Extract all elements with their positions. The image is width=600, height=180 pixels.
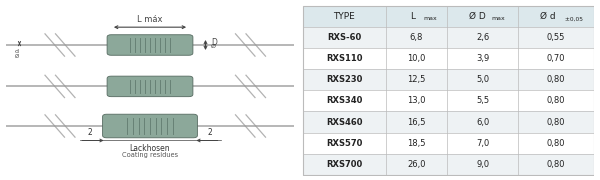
FancyBboxPatch shape <box>107 76 193 97</box>
Text: 0,80: 0,80 <box>547 96 565 105</box>
Text: 2: 2 <box>208 128 212 137</box>
Text: 0,70: 0,70 <box>547 54 565 63</box>
FancyBboxPatch shape <box>103 114 197 138</box>
Text: 2,6: 2,6 <box>476 33 489 42</box>
Text: Lackhosen: Lackhosen <box>130 144 170 153</box>
Text: 18,5: 18,5 <box>407 139 426 148</box>
Text: 13,0: 13,0 <box>407 96 426 105</box>
Text: 5,0: 5,0 <box>476 75 489 84</box>
Bar <box>303 48 594 69</box>
Text: 9,0: 9,0 <box>476 160 489 169</box>
Text: Ø: Ø <box>211 44 216 49</box>
Text: RXS-60: RXS-60 <box>327 33 362 42</box>
Bar <box>303 111 594 132</box>
Text: 6,0: 6,0 <box>476 118 489 127</box>
Text: RXS230: RXS230 <box>326 75 362 84</box>
Text: max: max <box>423 16 437 21</box>
Text: 12,5: 12,5 <box>407 75 425 84</box>
Text: Ø d: Ø d <box>539 12 555 21</box>
Text: RXS110: RXS110 <box>326 54 362 63</box>
Text: 0,55: 0,55 <box>547 33 565 42</box>
Bar <box>303 132 594 154</box>
Text: RXS700: RXS700 <box>326 160 362 169</box>
Text: 0,80: 0,80 <box>547 160 565 169</box>
Text: L máx: L máx <box>137 15 163 24</box>
Text: 16,5: 16,5 <box>407 118 426 127</box>
Bar <box>303 154 594 175</box>
FancyBboxPatch shape <box>107 35 193 55</box>
Text: d: d <box>15 49 19 54</box>
Text: ±0,05: ±0,05 <box>563 16 583 21</box>
Bar <box>303 6 594 27</box>
Text: 0,80: 0,80 <box>547 118 565 127</box>
Text: 3,9: 3,9 <box>476 54 489 63</box>
Text: 2: 2 <box>88 128 92 137</box>
Text: max: max <box>491 16 505 21</box>
Text: 0,80: 0,80 <box>547 75 565 84</box>
Bar <box>303 90 594 111</box>
Text: Coating residues: Coating residues <box>122 152 178 158</box>
Text: TYPE: TYPE <box>334 12 355 21</box>
Text: RXS570: RXS570 <box>326 139 362 148</box>
Text: 5,5: 5,5 <box>476 96 489 105</box>
Text: 7,0: 7,0 <box>476 139 489 148</box>
Text: RXS460: RXS460 <box>326 118 362 127</box>
Text: RXS340: RXS340 <box>326 96 362 105</box>
Text: 6,8: 6,8 <box>410 33 423 42</box>
Text: L: L <box>410 12 415 21</box>
Text: D: D <box>211 38 217 47</box>
Bar <box>303 27 594 48</box>
Bar <box>303 69 594 90</box>
Text: Ø: Ø <box>15 54 19 59</box>
Text: 26,0: 26,0 <box>407 160 426 169</box>
Text: Ø D: Ø D <box>469 12 486 21</box>
Text: 0,80: 0,80 <box>547 139 565 148</box>
Text: 10,0: 10,0 <box>407 54 425 63</box>
